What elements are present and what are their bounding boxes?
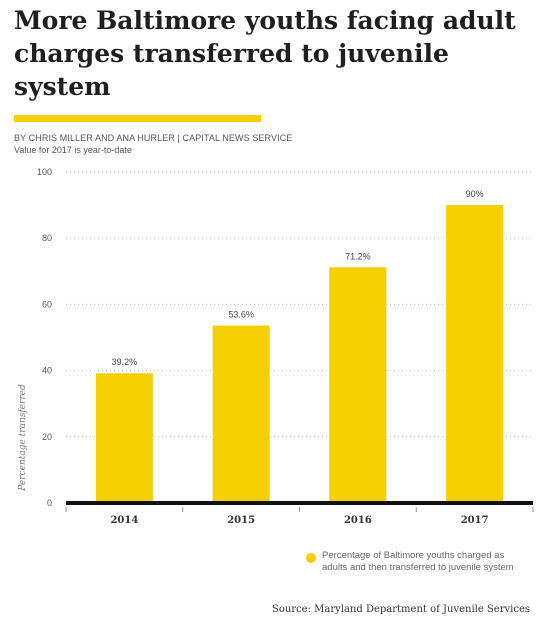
byline: BY CHRIS MILLER AND ANA HURLER | CAPITAL… xyxy=(14,133,293,143)
title-accent-rule xyxy=(14,115,261,122)
x-tick-label: 2014 xyxy=(110,515,138,526)
data-label: 71.2% xyxy=(345,251,371,261)
chart-title: More Baltimore youths facing adult charg… xyxy=(14,6,516,101)
y-tick-label: 40 xyxy=(42,366,52,376)
x-tick-label: 2017 xyxy=(461,515,489,526)
bar xyxy=(95,373,153,503)
legend-label: Percentage of Baltimore youths charged a… xyxy=(322,550,514,573)
x-tick-label: 2015 xyxy=(227,515,255,526)
y-tick-label: 0 xyxy=(47,498,52,508)
bar xyxy=(329,267,387,503)
bar xyxy=(446,205,504,503)
data-label: 39.2% xyxy=(112,357,138,367)
y-tick-label: 100 xyxy=(37,167,52,177)
data-label: 90% xyxy=(466,189,484,199)
bar xyxy=(212,325,270,503)
y-tick-label: 80 xyxy=(42,233,52,243)
chart-note: Value for 2017 is year-to-date xyxy=(14,145,132,155)
y-axis-label: Percentage transferred xyxy=(18,384,28,492)
y-tick-label: 60 xyxy=(42,299,52,309)
x-tick-label: 2016 xyxy=(344,515,372,526)
data-label: 53.6% xyxy=(228,310,254,320)
source-note: Source: Maryland Department of Juvenile … xyxy=(271,604,530,615)
y-tick-label: 20 xyxy=(42,432,52,442)
legend-swatch xyxy=(306,553,316,563)
